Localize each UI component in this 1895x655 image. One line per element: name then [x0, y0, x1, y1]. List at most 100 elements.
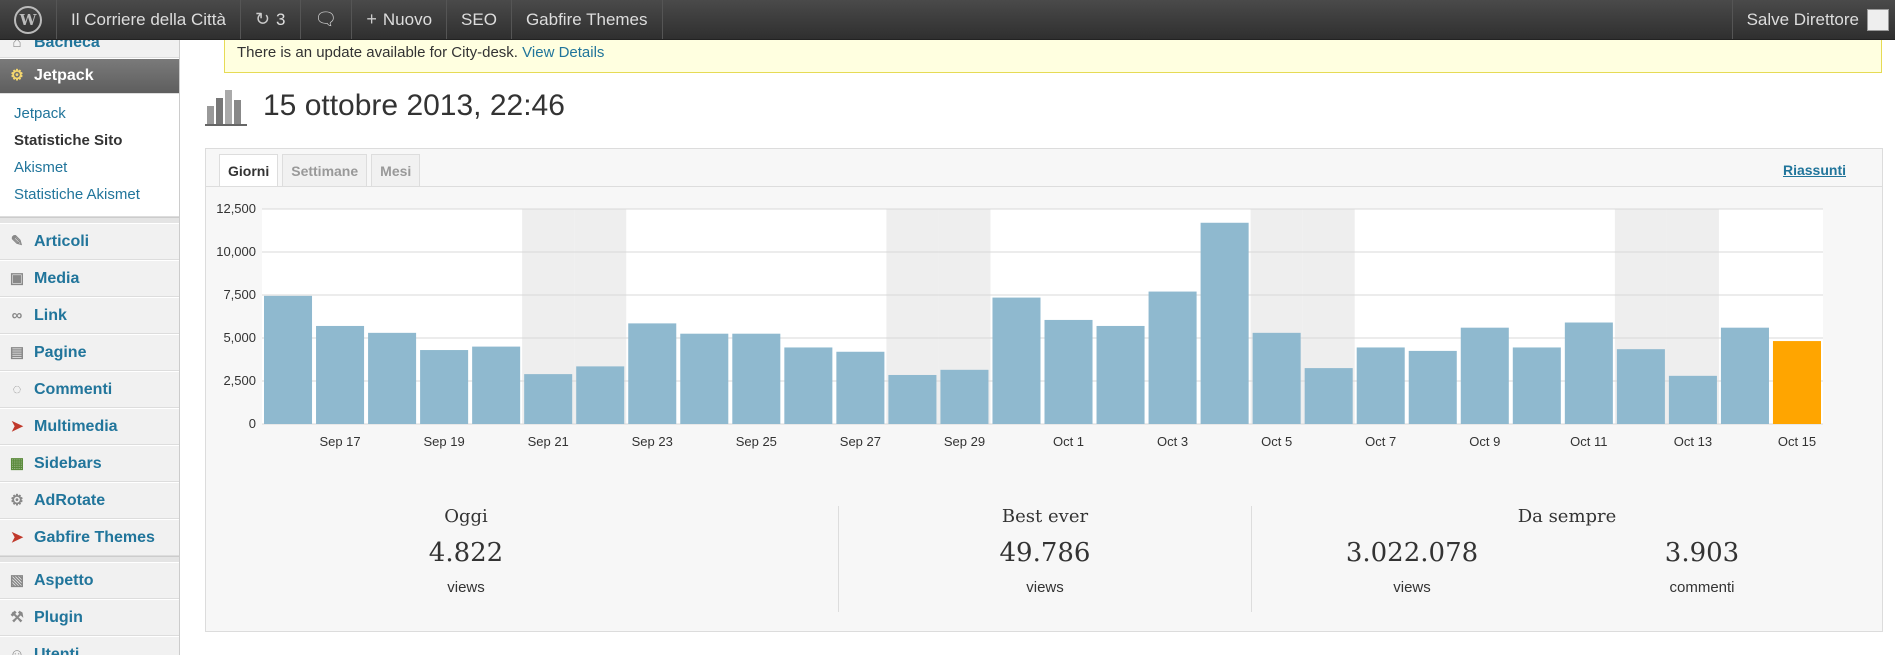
- bar: [420, 350, 469, 424]
- menu-sidebars[interactable]: ▦ Sidebars: [0, 445, 179, 482]
- bar: [524, 374, 573, 424]
- menu-label: Link: [34, 306, 67, 324]
- menu-label: Plugin: [34, 608, 83, 626]
- menu-bacheca[interactable]: ⌂ Bacheca: [0, 40, 179, 58]
- x-tick-label: Sep 29: [944, 434, 985, 449]
- stat-label: Best ever: [1001, 506, 1089, 527]
- x-tick-label: Sep 21: [528, 434, 569, 449]
- bird-icon: ➤: [10, 417, 24, 435]
- wp-logo-menu[interactable]: W: [0, 0, 57, 39]
- view-details-link[interactable]: View Details: [522, 44, 605, 61]
- bar: [1668, 375, 1717, 424]
- admin-bar: W Il Corriere della Città ↻ 3 🗨 + Nuovo …: [0, 0, 1895, 40]
- refresh-icon: ↻: [254, 9, 271, 29]
- menu-label: Utenti: [34, 645, 80, 655]
- bar: [1200, 222, 1249, 424]
- menu-label: Sidebars: [34, 454, 102, 472]
- gabfire-themes-menu[interactable]: Gabfire Themes: [512, 0, 663, 39]
- menu-label: Articoli: [34, 232, 90, 250]
- x-tick-label: Oct 1: [1053, 434, 1084, 449]
- plus-icon: +: [366, 9, 377, 29]
- bar: [888, 374, 937, 424]
- bar: [628, 323, 677, 424]
- wordpress-icon: W: [14, 5, 42, 34]
- submenu-akismet[interactable]: Akismet: [14, 159, 68, 176]
- tab-settimane[interactable]: Settimane: [282, 154, 368, 187]
- period-tabs: Giorni Settimane Mesi: [219, 154, 424, 187]
- updates-link[interactable]: ↻ 3: [241, 0, 301, 39]
- stats-summary: Oggi 4.822 views Best ever 49.786 views …: [206, 501, 1882, 621]
- submenu-jetpack[interactable]: Jetpack: [14, 105, 66, 122]
- link-icon: ∞: [11, 306, 23, 324]
- menu-gabfire-themes[interactable]: ➤ Gabfire Themes: [0, 519, 179, 556]
- submenu-statistiche-akismet[interactable]: Statistiche Akismet: [14, 186, 140, 203]
- bar: [680, 333, 729, 424]
- tab-mesi[interactable]: Mesi: [371, 154, 421, 187]
- menu-label: Jetpack: [34, 67, 94, 84]
- bar: [264, 295, 313, 424]
- x-tick-label: Oct 15: [1778, 434, 1816, 449]
- menu-pagine[interactable]: ▤ Pagine: [0, 334, 179, 371]
- stat-label: Oggi: [444, 506, 488, 527]
- menu-aspetto[interactable]: ▧ Aspetto: [0, 562, 179, 599]
- bar: [1148, 291, 1197, 424]
- views-chart: 0 2,500 5,000 7,500 10,000 12,500 Sep 17 Sep 19…: [216, 201, 1823, 449]
- my-account-menu[interactable]: Salve Direttore: [1731, 0, 1895, 39]
- bar: [1616, 349, 1665, 424]
- stat-value-views: 3.022.078: [1345, 538, 1479, 568]
- bar: [836, 351, 885, 424]
- comment-bubble-icon: 🗨: [314, 9, 338, 29]
- menu-link[interactable]: ∞ Link: [0, 297, 179, 334]
- stats-icon: [205, 90, 247, 126]
- summary-link[interactable]: Riassunti: [1782, 162, 1846, 178]
- pages-icon: ▤: [9, 343, 25, 361]
- stat-divider: [1251, 506, 1252, 612]
- appearance-icon: ▧: [9, 571, 25, 589]
- stats-panel: Giorni Settimane Mesi Riassunti 0 2,500 5,…: [205, 148, 1883, 632]
- stat-divider: [838, 506, 839, 612]
- bar: [940, 369, 989, 424]
- bar: [1252, 332, 1301, 424]
- pin-icon: ✎: [10, 232, 24, 250]
- menu-jetpack[interactable]: ⚙ Jetpack: [0, 58, 179, 94]
- bar: [732, 333, 781, 424]
- sidebars-icon: ▦: [9, 454, 25, 472]
- bar: [1564, 322, 1613, 424]
- tab-giorni[interactable]: Giorni: [219, 154, 279, 187]
- x-tick-label: Sep 27: [840, 434, 881, 449]
- bar: [1512, 347, 1561, 424]
- y-tick-label: 0: [249, 416, 256, 431]
- menu-plugin[interactable]: ⚒ Plugin: [0, 599, 179, 636]
- x-tick-label: Oct 5: [1261, 434, 1292, 449]
- bar: [1772, 341, 1821, 424]
- gear-icon: ⚙: [10, 491, 24, 509]
- menu-articoli[interactable]: ✎ Articoli: [0, 223, 179, 260]
- gabfire-label: Gabfire Themes: [525, 9, 648, 29]
- menu-media[interactable]: ▣ Media: [0, 260, 179, 297]
- submenu-statistiche-sito[interactable]: Statistiche Sito: [14, 132, 123, 149]
- seo-menu[interactable]: SEO: [447, 0, 512, 39]
- menu-adrotate[interactable]: ⚙ AdRotate: [0, 482, 179, 519]
- updates-count: 3: [276, 9, 286, 29]
- stat-label: Da sempre: [1517, 506, 1617, 527]
- stat-value: 4.822: [428, 538, 504, 568]
- comments-link[interactable]: 🗨: [301, 0, 353, 39]
- menu-commenti[interactable]: ◌ Commenti: [0, 371, 179, 408]
- bar: [784, 347, 833, 424]
- site-name-link[interactable]: Il Corriere della Città: [57, 0, 241, 39]
- x-tick-label: Oct 9: [1469, 434, 1500, 449]
- new-content-menu[interactable]: + Nuovo: [352, 0, 448, 39]
- x-tick-label: Sep 23: [632, 434, 673, 449]
- menu-utenti[interactable]: ☺ Utenti: [0, 636, 179, 655]
- seo-label: SEO: [461, 9, 497, 29]
- comment-icon: ◌: [12, 380, 22, 398]
- stat-all-time: Da sempre 3.022.078 views 3.903 commenti: [1252, 501, 1882, 607]
- menu-label: Aspetto: [34, 571, 94, 589]
- greeting: Salve Direttore: [1746, 9, 1859, 29]
- x-tick-label: Sep 19: [424, 434, 465, 449]
- y-tick-label: 5,000: [223, 330, 256, 345]
- menu-multimedia[interactable]: ➤ Multimedia: [0, 408, 179, 445]
- menu-label: Gabfire Themes: [34, 528, 155, 546]
- admin-sidebar: ⌂ Bacheca ⚙ Jetpack Jetpack Statistiche …: [0, 40, 180, 655]
- y-tick-label: 7,500: [223, 287, 256, 302]
